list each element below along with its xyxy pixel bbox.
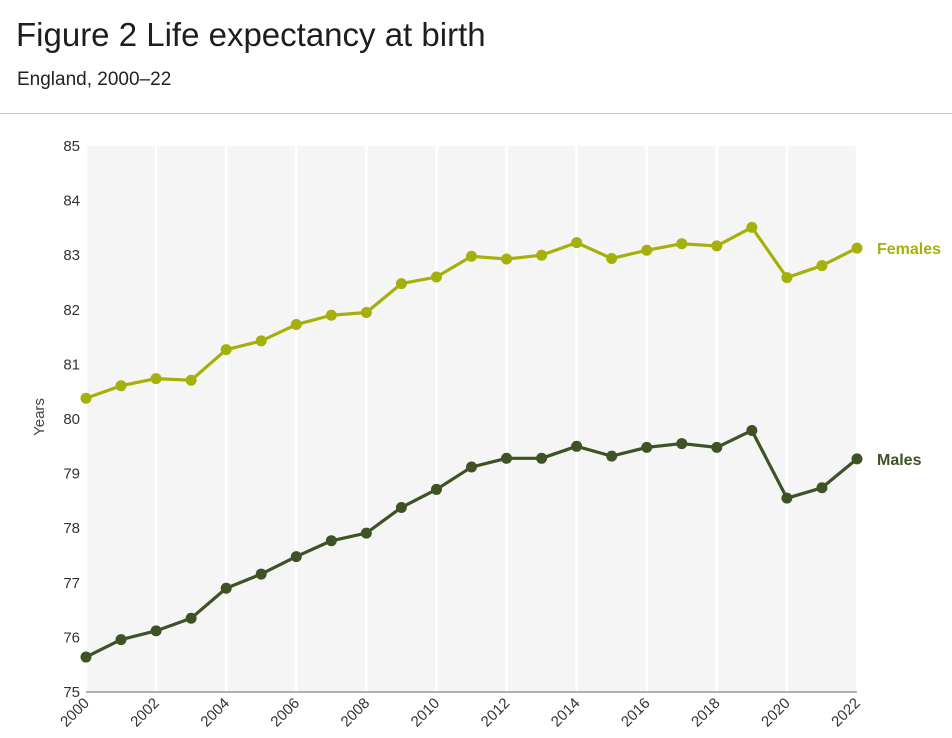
data-point-females [255,335,267,347]
x-tick-label: 2018 [688,695,724,731]
gridlines [84,146,859,693]
data-point-males [711,441,723,453]
y-tick-label: 77 [63,575,80,592]
x-tick-label: 2022 [828,695,864,731]
data-point-males [571,440,583,452]
data-point-males [290,551,302,563]
y-tick-label: 75 [63,684,80,701]
x-tick-label: 2016 [618,695,654,731]
y-tick-label: 81 [63,356,80,373]
data-point-males [220,582,232,594]
data-point-males [536,452,548,464]
x-tick-label: 2010 [408,695,444,731]
y-tick-label: 84 [63,193,80,210]
data-point-males [255,568,267,580]
data-point-males [606,450,618,462]
series-label-males: Males [877,452,922,469]
data-point-males [676,438,688,450]
x-tick-label: 2002 [127,695,163,731]
data-point-males [395,501,407,513]
data-point-females [395,278,407,290]
data-point-females [220,344,232,356]
y-tick-label: 83 [63,247,80,264]
data-point-males [430,483,442,495]
x-tick-label: 2012 [478,695,514,731]
y-axis-ticks: 75 76 77 78 79 80 81 82 83 84 85 [63,138,80,701]
y-axis-label: Years [31,398,48,436]
data-point-females [606,252,618,264]
data-point-females [325,309,337,321]
series-group: Females Males [80,221,941,663]
chart-subtitle: England, 2000–22 [17,69,172,90]
data-point-males [746,424,758,436]
data-point-males [781,492,793,504]
data-point-females [746,221,758,233]
data-point-females [430,271,442,283]
header-divider [0,113,952,114]
data-point-males [501,452,513,464]
data-point-females [185,374,197,386]
data-point-males [80,651,92,663]
plot-background [86,146,857,692]
x-tick-label: 2006 [267,695,303,731]
y-tick-label: 76 [63,629,80,646]
x-tick-label: 2004 [197,695,233,731]
data-point-females [501,253,513,265]
y-tick-label: 78 [63,520,80,537]
data-point-females [360,307,372,319]
chart-title: Figure 2 Life expectancy at birth [16,16,486,53]
data-point-males [185,612,197,624]
data-point-females [816,260,828,272]
data-point-females [115,380,127,392]
data-point-males [816,482,828,494]
y-tick-label: 82 [63,302,80,319]
data-point-males [150,625,162,637]
data-point-females [536,249,548,261]
data-point-males [325,535,337,547]
y-tick-label: 80 [63,411,80,428]
y-tick-label: 79 [63,466,80,483]
data-point-males [466,461,477,473]
data-point-females [851,242,863,254]
x-tick-label: 2020 [758,695,794,731]
data-point-males [851,453,863,465]
data-point-females [150,373,162,385]
data-point-females [571,237,583,249]
data-point-males [115,634,127,646]
data-point-females [711,240,723,252]
data-point-females [676,238,688,250]
data-point-females [641,244,653,256]
data-point-males [641,441,653,453]
data-point-males [360,527,372,539]
y-tick-label: 85 [63,138,80,155]
x-axis-ticks: 2000 2002 2004 2006 2008 2010 2012 2014 2016 2018… [57,695,864,731]
series-label-females: Females [877,241,941,258]
x-tick-label: 2008 [338,695,374,731]
data-point-females [80,392,92,404]
data-point-females [466,250,477,262]
x-tick-label: 2014 [548,695,584,731]
data-point-females [290,319,302,331]
data-point-females [781,272,793,284]
